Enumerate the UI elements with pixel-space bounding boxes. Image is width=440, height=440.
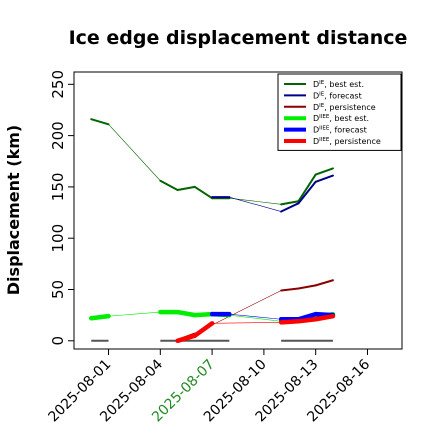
legend-entry-label: DIIEE, best est. — [313, 114, 369, 123]
series-segment — [297, 173, 317, 203]
legend-entry-label: DIIEE, forecast — [313, 126, 367, 135]
series-segment — [229, 197, 282, 205]
series-segment — [314, 174, 334, 183]
series-segment — [280, 287, 300, 292]
y-tick-label: 0 — [49, 336, 67, 346]
legend-entry-label: DIIEE, persistence — [313, 137, 381, 146]
legend-box — [277, 73, 402, 151]
legend-entry-label: DIE, forecast — [313, 91, 362, 100]
series-segment — [313, 313, 336, 322]
legend: DIE, best est. DIE, forecast DIE, persiste… — [277, 73, 402, 151]
series-segment — [175, 309, 198, 318]
legend-entry-label: DIE, persistence — [313, 103, 376, 112]
y-tick-label: 50 — [49, 280, 67, 299]
y-tick-label: 200 — [49, 121, 67, 150]
series-segment — [278, 319, 301, 325]
series-segment — [192, 311, 215, 318]
series-segment — [175, 333, 198, 344]
legend-entry-label: DIE, best est. — [313, 80, 364, 89]
series-segment — [90, 118, 110, 126]
series-segment — [89, 313, 111, 321]
y-tick-label: 150 — [49, 173, 67, 202]
y-tick-label: 250 — [49, 70, 67, 99]
series-segment — [211, 322, 282, 324]
series-0 — [90, 118, 334, 206]
series-segment — [193, 185, 214, 200]
series-segment — [296, 316, 318, 324]
plot-frame — [73, 71, 403, 350]
series-segment — [229, 196, 282, 212]
series-segment — [314, 279, 334, 287]
series-segment — [229, 314, 282, 322]
series-segment — [229, 313, 282, 320]
series-segment — [280, 200, 300, 206]
series-segment — [297, 180, 317, 205]
series-segment — [280, 202, 300, 213]
series-segment — [176, 185, 196, 191]
series-segment — [159, 179, 179, 191]
series-segment — [108, 124, 161, 182]
series-segment — [314, 167, 334, 176]
series-segment — [192, 321, 215, 338]
series-segment — [296, 311, 318, 322]
series-segment — [108, 311, 161, 317]
series-5 — [175, 313, 336, 344]
series-1 — [211, 174, 334, 213]
series-segment — [297, 284, 317, 290]
chart-title: Ice edge displacement distance — [69, 27, 408, 49]
y-tick-label: 100 — [49, 224, 67, 253]
y-axis-label: Displacement (km) — [4, 125, 23, 295]
